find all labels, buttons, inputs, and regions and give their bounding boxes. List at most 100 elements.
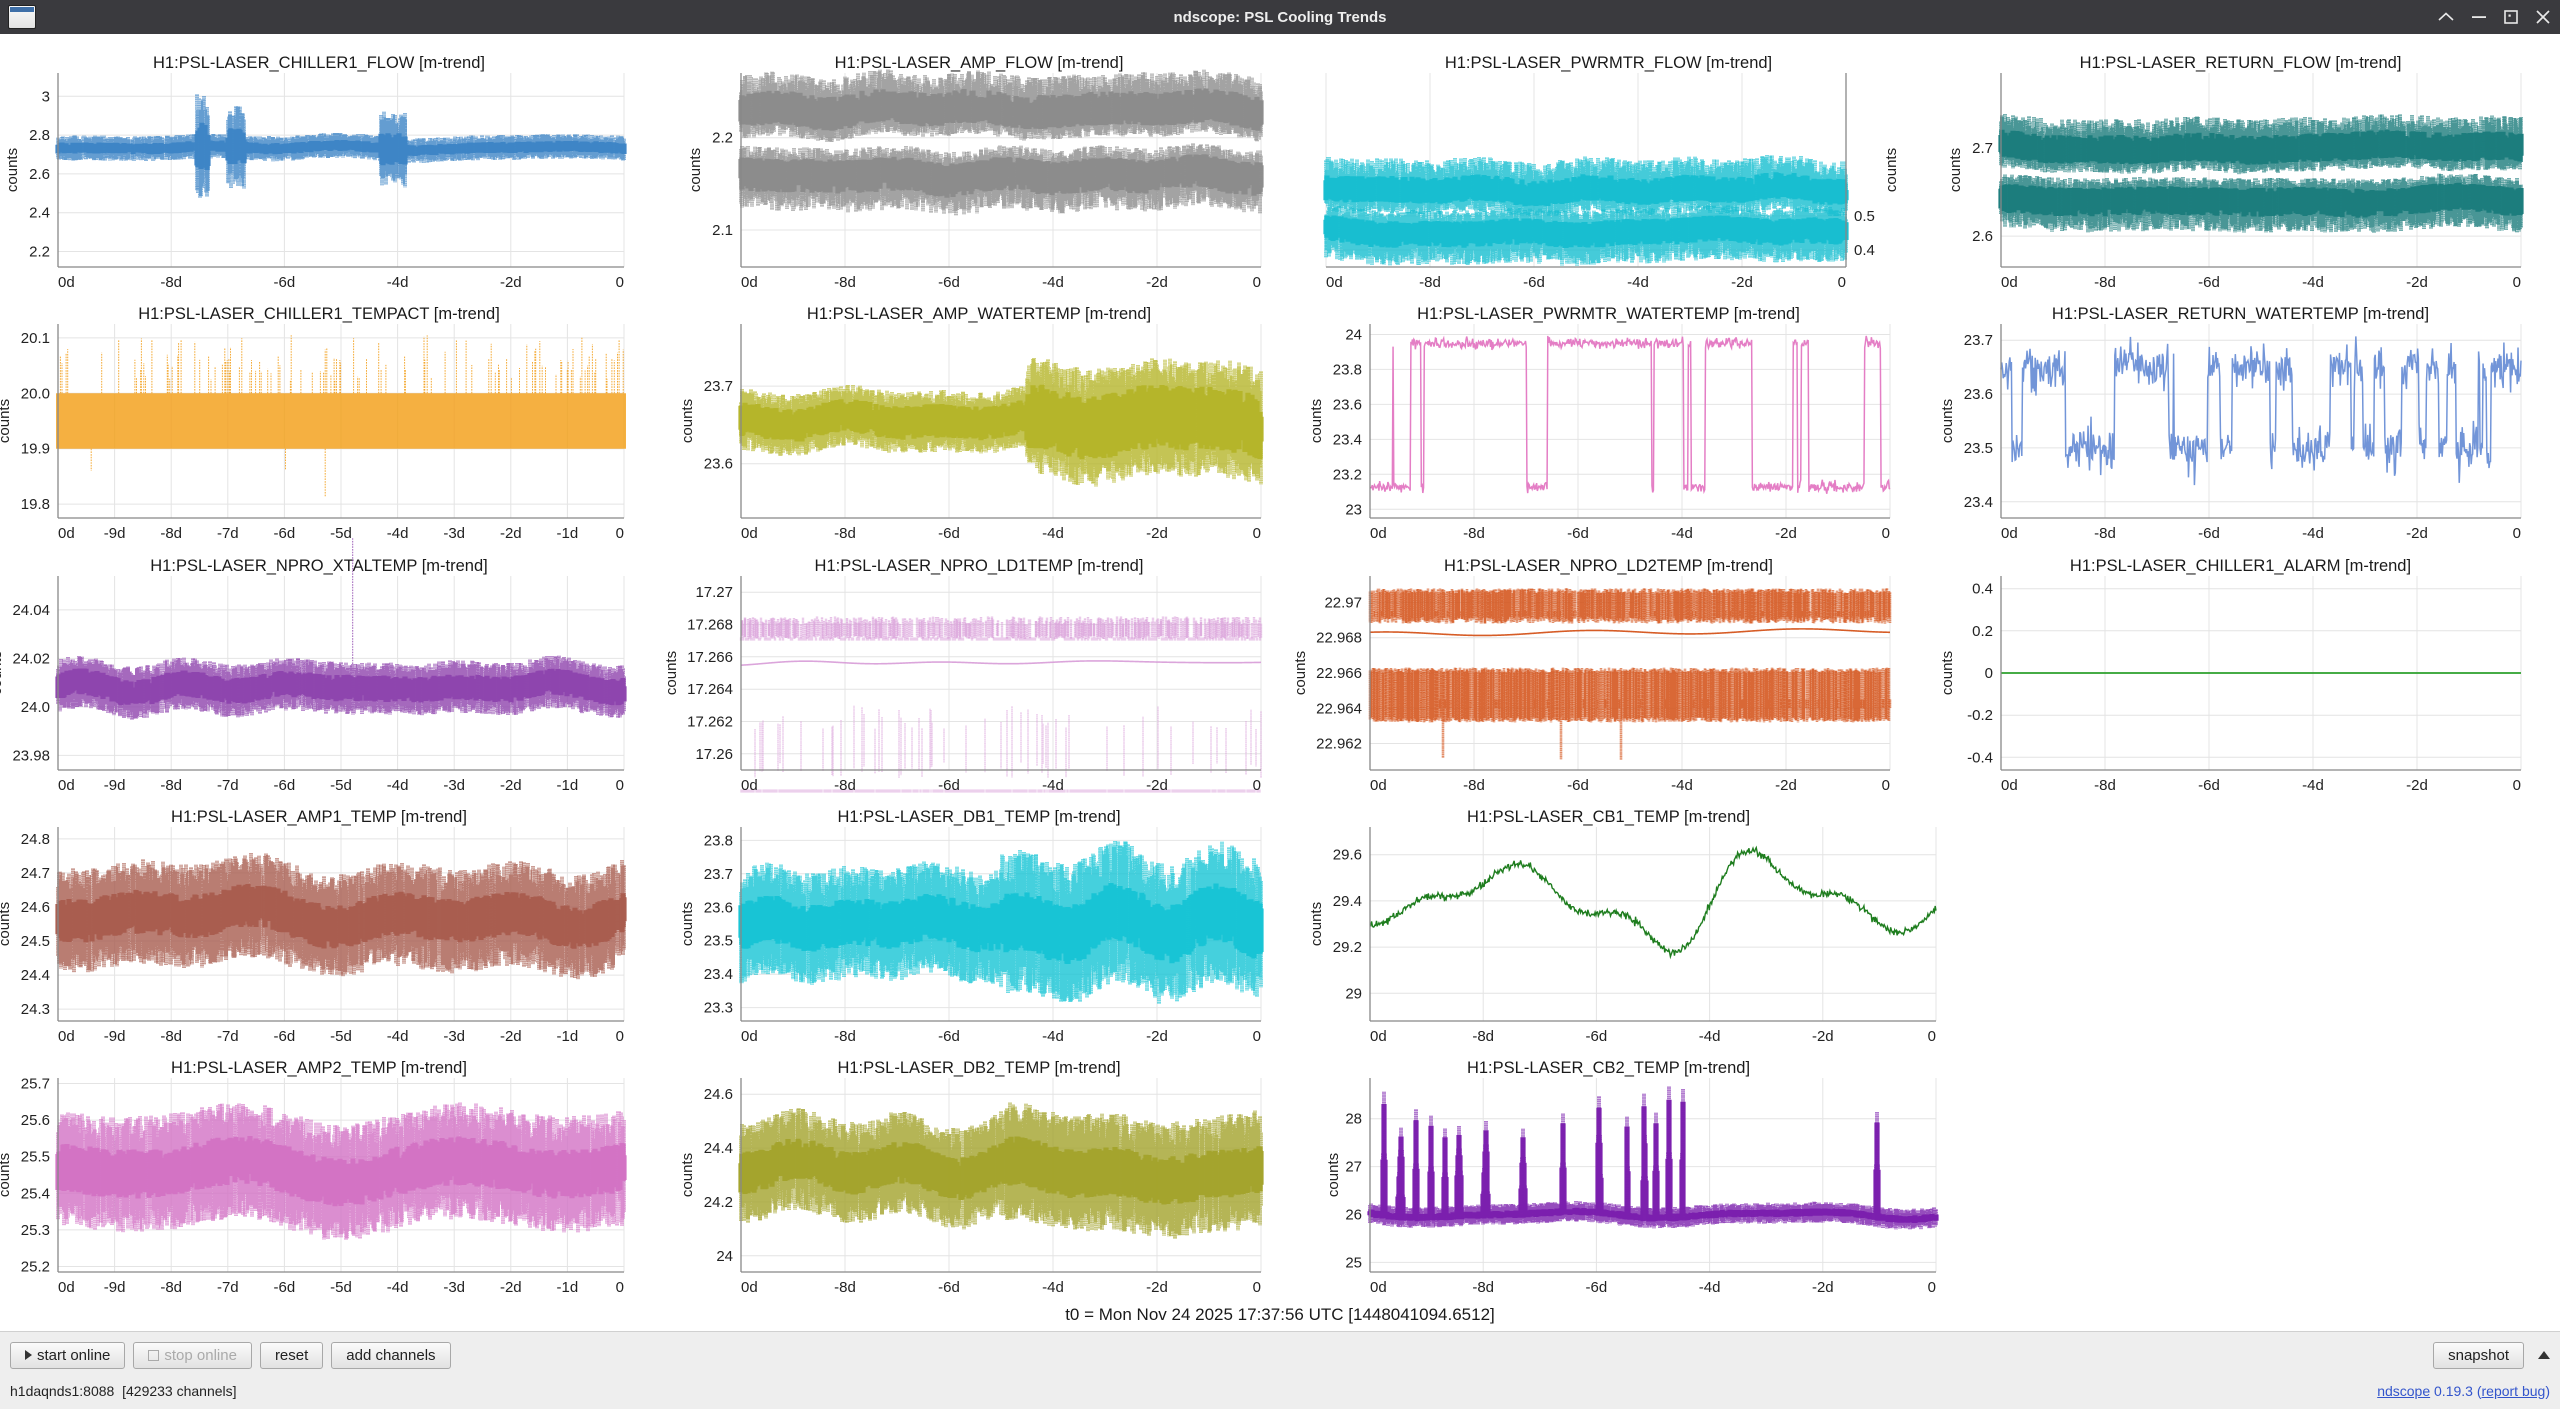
svg-text:-9d: -9d: [104, 777, 126, 794]
svg-text:0d: 0d: [2001, 274, 2018, 291]
svg-text:0d: 0d: [741, 525, 758, 542]
svg-text:counts: counts: [1325, 1153, 1342, 1197]
svg-text:-6d: -6d: [1523, 274, 1545, 291]
svg-text:24.4: 24.4: [21, 967, 50, 984]
svg-text:-8d: -8d: [1463, 777, 1485, 794]
svg-text:0: 0: [1882, 525, 1890, 542]
svg-text:-2d: -2d: [1146, 777, 1168, 794]
svg-text:counts: counts: [0, 650, 5, 694]
svg-text:23.4: 23.4: [1964, 494, 1993, 511]
svg-text:-6d: -6d: [938, 274, 960, 291]
svg-text:0d: 0d: [1370, 1279, 1387, 1296]
svg-text:0: 0: [2513, 777, 2521, 794]
svg-text:-8d: -8d: [2094, 777, 2116, 794]
svg-text:-6d: -6d: [274, 525, 296, 542]
svg-text:-2d: -2d: [1775, 525, 1797, 542]
svg-text:24.02: 24.02: [12, 650, 50, 667]
svg-text:-2d: -2d: [1812, 1279, 1834, 1296]
svg-text:-2d: -2d: [1146, 274, 1168, 291]
svg-text:25.6: 25.6: [21, 1112, 50, 1129]
svg-text:-1d: -1d: [557, 1279, 579, 1296]
svg-text:0.2: 0.2: [1972, 622, 1993, 639]
svg-text:-4d: -4d: [1042, 525, 1064, 542]
svg-text:-2d: -2d: [1146, 525, 1168, 542]
svg-text:-6d: -6d: [938, 1279, 960, 1296]
svg-text:19.8: 19.8: [21, 496, 50, 513]
svg-text:0: 0: [616, 777, 624, 794]
svg-text:-6d: -6d: [1586, 1028, 1608, 1045]
svg-text:0d: 0d: [1370, 777, 1387, 794]
svg-text:-4d: -4d: [1042, 1279, 1064, 1296]
svg-text:24.6: 24.6: [704, 1086, 733, 1103]
svg-text:-2d: -2d: [500, 777, 522, 794]
svg-text:counts: counts: [1939, 650, 1956, 694]
svg-text:24.6: 24.6: [21, 899, 50, 916]
svg-text:0: 0: [616, 274, 624, 291]
svg-text:-2d: -2d: [1775, 777, 1797, 794]
svg-text:0d: 0d: [58, 1279, 75, 1296]
svg-text:-4d: -4d: [1699, 1279, 1721, 1296]
svg-text:0: 0: [616, 525, 624, 542]
svg-text:22.964: 22.964: [1316, 700, 1362, 717]
svg-text:-8d: -8d: [834, 274, 856, 291]
svg-text:0: 0: [616, 1028, 624, 1045]
svg-text:0: 0: [1253, 274, 1261, 291]
svg-text:-6d: -6d: [274, 1028, 296, 1045]
svg-text:-8d: -8d: [160, 1279, 182, 1296]
svg-text:23.4: 23.4: [1333, 432, 1362, 449]
svg-text:22.966: 22.966: [1316, 665, 1362, 682]
svg-text:-9d: -9d: [104, 525, 126, 542]
svg-text:-2d: -2d: [1812, 1028, 1834, 1045]
svg-text:-4d: -4d: [387, 777, 409, 794]
svg-text:24.3: 24.3: [21, 1001, 50, 1018]
svg-text:22.962: 22.962: [1316, 735, 1362, 752]
svg-text:2.1: 2.1: [712, 222, 733, 239]
svg-text:25.5: 25.5: [21, 1149, 50, 1166]
svg-text:0d: 0d: [741, 1028, 758, 1045]
svg-text:-8d: -8d: [160, 274, 182, 291]
svg-text:-7d: -7d: [217, 525, 239, 542]
svg-text:counts: counts: [0, 902, 13, 946]
svg-text:0d: 0d: [741, 1279, 758, 1296]
svg-text:counts: counts: [687, 148, 704, 192]
svg-text:-5d: -5d: [330, 1279, 352, 1296]
svg-text:24: 24: [716, 1248, 733, 1265]
svg-text:0d: 0d: [58, 1028, 75, 1045]
svg-text:-3d: -3d: [443, 525, 465, 542]
svg-text:28: 28: [1345, 1111, 1362, 1128]
svg-text:-3d: -3d: [443, 777, 465, 794]
svg-text:-1d: -1d: [557, 777, 579, 794]
svg-text:20.1: 20.1: [21, 330, 50, 347]
svg-text:17.26: 17.26: [695, 745, 733, 762]
svg-text:0d: 0d: [741, 274, 758, 291]
svg-text:-2d: -2d: [2406, 777, 2428, 794]
svg-text:counts: counts: [0, 1153, 13, 1197]
svg-text:-4d: -4d: [387, 525, 409, 542]
svg-text:29: 29: [1345, 985, 1362, 1002]
svg-text:0: 0: [616, 1279, 624, 1296]
svg-text:24: 24: [1345, 327, 1362, 344]
svg-text:counts: counts: [679, 902, 696, 946]
svg-text:23: 23: [1345, 502, 1362, 519]
svg-text:-0.4: -0.4: [1967, 749, 1993, 766]
svg-text:-6d: -6d: [2198, 777, 2220, 794]
svg-text:0: 0: [2513, 525, 2521, 542]
svg-text:25.7: 25.7: [21, 1076, 50, 1093]
svg-text:-8d: -8d: [834, 525, 856, 542]
svg-text:0d: 0d: [58, 777, 75, 794]
svg-text:23.7: 23.7: [704, 866, 733, 883]
svg-text:0d: 0d: [1326, 274, 1343, 291]
svg-text:-6d: -6d: [274, 274, 296, 291]
svg-text:0.5: 0.5: [1854, 208, 1875, 225]
svg-text:-7d: -7d: [217, 1028, 239, 1045]
svg-text:-6d: -6d: [938, 777, 960, 794]
svg-text:0d: 0d: [741, 777, 758, 794]
svg-text:2.6: 2.6: [29, 166, 50, 183]
svg-text:0.4: 0.4: [1972, 580, 1993, 597]
svg-text:29.4: 29.4: [1333, 893, 1362, 910]
svg-text:-6d: -6d: [1567, 525, 1589, 542]
svg-text:-5d: -5d: [330, 1028, 352, 1045]
svg-text:23.5: 23.5: [1964, 440, 1993, 457]
svg-text:-5d: -5d: [330, 525, 352, 542]
svg-text:29.6: 29.6: [1333, 846, 1362, 863]
